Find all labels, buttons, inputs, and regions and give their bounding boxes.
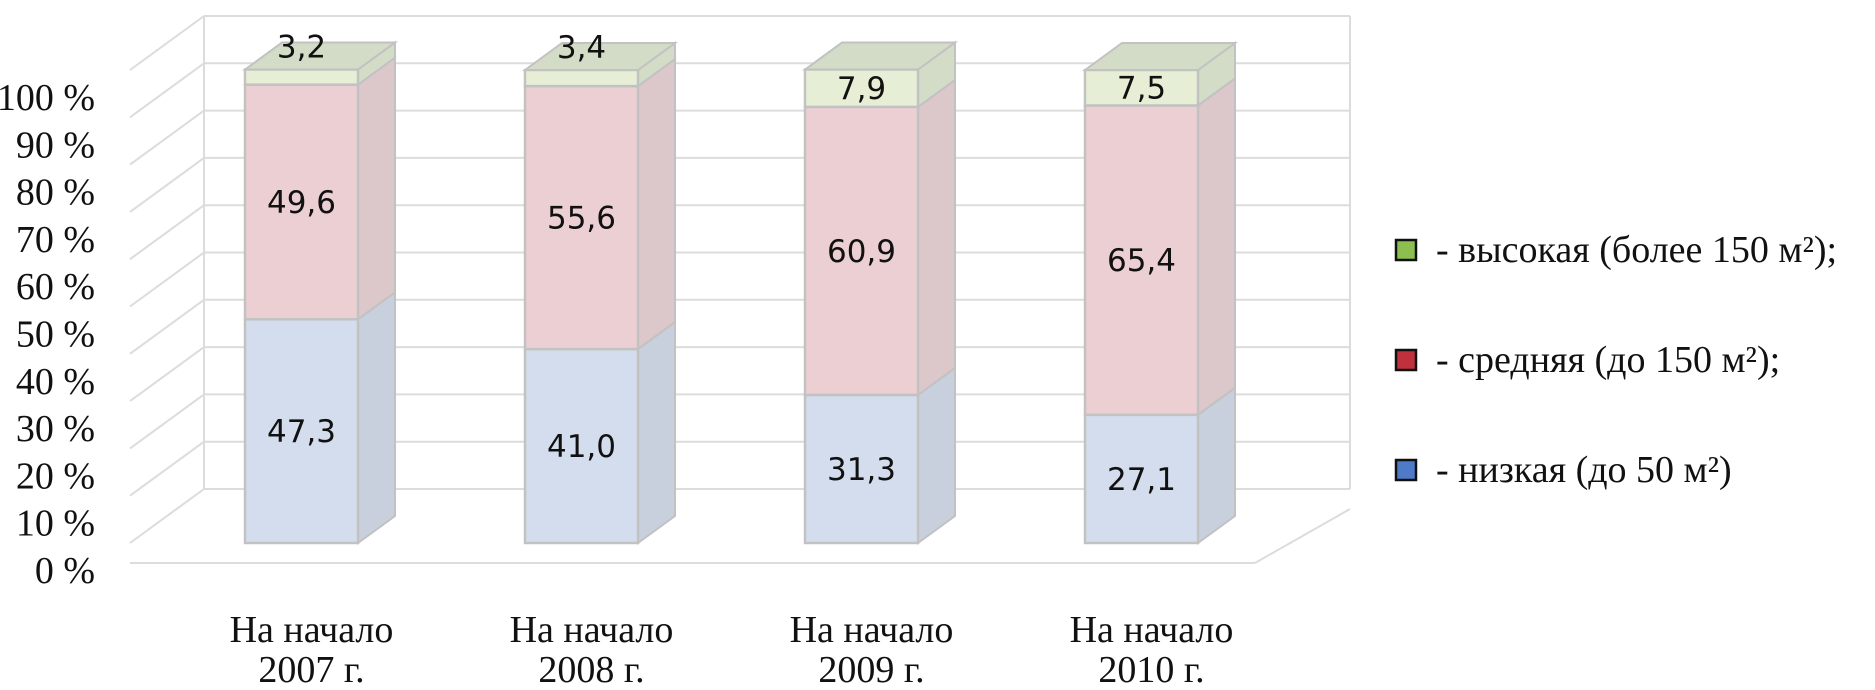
bar-segment xyxy=(1083,104,1200,417)
data-label: 55,6 xyxy=(547,201,616,237)
category-label: 2008 г. xyxy=(538,649,644,690)
y-tick-label: 20 % xyxy=(16,455,95,497)
gridline-side xyxy=(129,346,205,402)
legend: - высокая (более 150 м²); - средняя (до 1… xyxy=(1394,229,1837,491)
bar-segment xyxy=(523,84,640,351)
data-label: 41,0 xyxy=(547,429,616,465)
y-tick-label: 70 % xyxy=(16,219,95,261)
data-label: 27,1 xyxy=(1107,462,1176,498)
bar-top-face xyxy=(241,41,399,71)
bar-segment xyxy=(243,83,360,321)
data-label: 65,4 xyxy=(1107,243,1176,279)
data-label: 7,5 xyxy=(1117,71,1166,107)
bar-segment xyxy=(803,105,920,397)
bar-segment-side xyxy=(917,365,956,545)
category-label: На начало xyxy=(1070,609,1234,651)
category-label: 2009 г. xyxy=(818,649,924,690)
y-tick-label: 60 % xyxy=(16,266,95,308)
category-label: На начало xyxy=(230,609,394,651)
legend-label: - средняя (до 150 м²); xyxy=(1436,339,1780,381)
bar-segment-side xyxy=(1197,76,1236,417)
bar-top-face xyxy=(1081,42,1239,71)
floor-right-edge xyxy=(1254,508,1351,564)
gridline-side xyxy=(129,62,205,119)
bar-top-face xyxy=(801,41,959,71)
data-label: 31,3 xyxy=(827,452,896,488)
y-tick-label: 100 % xyxy=(0,77,95,119)
bar-segment xyxy=(243,318,360,545)
bars: 47,3 49,6 3,2 41,0 55,6 3,4 31,3 60,9 7,9 27,1 65,… xyxy=(241,30,1239,545)
gridline-side xyxy=(129,298,205,355)
legend-swatch xyxy=(1394,458,1418,482)
y-tick-label: 10 % xyxy=(16,503,95,545)
bar-segment-side xyxy=(637,320,676,545)
category-label: На начало xyxy=(790,609,954,651)
bar-segment xyxy=(803,68,920,109)
data-label: 3,2 xyxy=(277,30,326,66)
y-tick-label: 80 % xyxy=(16,172,95,214)
y-axis-ticks: 0 % 10 % 20 % 30 % 40 % 50 % 60 % 70 % 80 % 90 % 1… xyxy=(0,77,95,592)
gridline-side xyxy=(129,15,205,71)
category-label: 2010 г. xyxy=(1098,649,1204,690)
legend-label: - низкая (до 50 м²) xyxy=(1436,449,1732,491)
data-label: 60,9 xyxy=(827,234,896,270)
bar-segment-side xyxy=(357,55,396,322)
bar-segment xyxy=(243,68,360,86)
bar-segment-side xyxy=(917,77,956,397)
bar-segment-side xyxy=(637,57,676,352)
y-tick-label: 50 % xyxy=(16,314,95,356)
bar-segment xyxy=(803,393,920,545)
gridline-side xyxy=(129,109,205,166)
legend-swatch xyxy=(1394,238,1418,262)
category-label: На начало xyxy=(510,609,674,651)
y-tick-label: 40 % xyxy=(16,361,95,403)
bar-segment xyxy=(523,68,640,88)
y-tick-label: 90 % xyxy=(16,124,95,166)
gridline-side xyxy=(129,157,205,213)
bar-segment-side xyxy=(357,290,396,545)
data-label: 3,4 xyxy=(557,30,606,66)
gridline-side xyxy=(129,488,205,544)
bar-top-face xyxy=(521,42,679,71)
gridline-side xyxy=(129,440,205,497)
legend-swatch xyxy=(1394,348,1418,372)
data-label: 49,6 xyxy=(267,185,336,221)
bar-segment xyxy=(523,347,640,545)
data-label: 7,9 xyxy=(837,71,886,107)
data-label: 47,3 xyxy=(267,414,336,450)
y-tick-label: 30 % xyxy=(16,408,95,450)
gridline-side xyxy=(129,251,205,308)
legend-label: - высокая (более 150 м²); xyxy=(1436,229,1837,271)
category-label: 2007 г. xyxy=(258,649,364,690)
y-tick-label: 0 % xyxy=(35,550,95,592)
gridline-side xyxy=(129,204,205,261)
gridline-side xyxy=(129,393,205,450)
